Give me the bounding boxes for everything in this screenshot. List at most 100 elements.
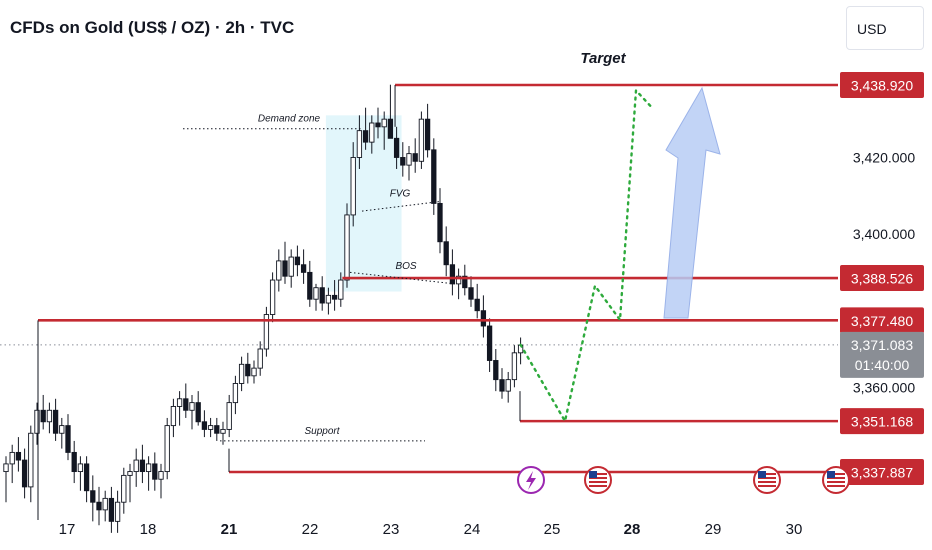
level-badge-1 [840,265,924,292]
candle-body-up [338,279,344,300]
candle-13 [83,456,90,503]
candle-17 [108,486,115,533]
candle-52 [325,287,332,315]
candle-body-up [313,287,319,300]
candle-47 [294,245,301,277]
flag-stripe [827,481,845,483]
candle-body-down [300,264,307,273]
candle-body-up [455,275,462,285]
candle-60 [375,107,381,139]
candle-body-down [462,275,468,289]
currency-button[interactable]: USD [846,6,924,50]
candle-6 [40,394,46,430]
candle-67 [418,111,425,169]
candle-body-down [400,157,406,166]
candle-5 [34,402,40,445]
candle-body-up [133,459,139,473]
candle-body-up [369,122,375,143]
flag-circle [822,466,850,494]
lightning-bolt [526,471,536,490]
candle-37 [232,375,239,415]
candle-19 [121,467,127,514]
candle-12 [77,456,84,491]
candle-23 [145,456,152,491]
candle-body-up [46,409,53,423]
flag-stripe [589,473,607,475]
level-badge-3 [840,408,924,435]
candle-3 [21,448,28,499]
candle-body-up [406,153,412,166]
candle-body-up [145,463,152,473]
candle-body-down [90,490,96,503]
candle-body-up [288,256,294,277]
candle-body-up [350,157,356,216]
y-tick-2: 3,360.000 [853,379,915,395]
flag-stripe [589,485,607,487]
candle-15 [96,486,102,526]
level-label-1: 3,388.526 [851,271,913,287]
flag-stripe [758,473,776,475]
candle-body-down [152,463,158,480]
candle-62 [387,84,394,139]
y-tick-0: 3,420.000 [853,149,915,165]
candle-34 [214,417,220,441]
us-flag-event-icon-0[interactable] [584,466,612,494]
level-label-0: 3,438.920 [851,78,913,94]
current-price-badge [840,331,924,378]
x-tick-9: 30 [786,521,803,538]
candle-63 [393,126,400,169]
candle-31 [195,391,201,426]
candle-57 [356,115,363,169]
candle-75 [468,276,474,307]
candle-body-down [294,256,301,266]
candle-35 [220,421,226,445]
countdown-label: 01:40:00 [855,357,910,373]
candle-1 [9,444,15,484]
candle-26 [164,417,170,480]
lightning-event-icon[interactable] [517,466,545,494]
candle-42 [263,306,270,357]
candle-81 [505,371,511,403]
candle-body-up [505,379,511,392]
candle-41 [257,341,263,376]
x-tick-2: 21 [221,521,238,538]
x-tick-8: 29 [705,521,722,538]
candle-51 [319,276,325,311]
flag-stripe [758,481,776,483]
candle-body-down [486,325,493,361]
flag-canton [827,471,835,478]
candle-body-down [108,497,115,522]
fvg-line [361,201,441,212]
candle-11 [71,440,77,484]
candle-body-down [393,137,400,158]
candle-body-up [158,471,164,480]
candle-body-down [201,421,208,430]
flag-stripe [827,485,845,487]
us-flag-event-icon-1[interactable] [753,466,781,494]
flag-stripe [758,477,776,479]
level-label-2: 3,377.480 [851,313,913,329]
candle-77 [480,295,487,338]
candle-54 [338,272,344,307]
candle-body-down [474,298,480,312]
candle-body-up [226,402,232,430]
candle-body-up [28,432,34,488]
candle-8 [52,398,59,441]
candle-9 [59,417,65,449]
x-tick-1: 18 [140,521,157,538]
x-tick-3: 22 [302,521,319,538]
candle-body-down [282,260,288,277]
candle-body-up [344,214,350,281]
candle-64 [400,142,406,177]
flag-circle [584,466,612,494]
candle-43 [269,272,276,323]
flag-circle [753,466,781,494]
candle-14 [90,475,96,522]
candle-28 [176,391,183,426]
us-flag-event-icon-2[interactable] [822,466,850,494]
candle-83 [517,337,524,365]
candle-44 [276,249,282,292]
candle-38 [238,356,245,392]
target-label: Target [580,50,626,67]
